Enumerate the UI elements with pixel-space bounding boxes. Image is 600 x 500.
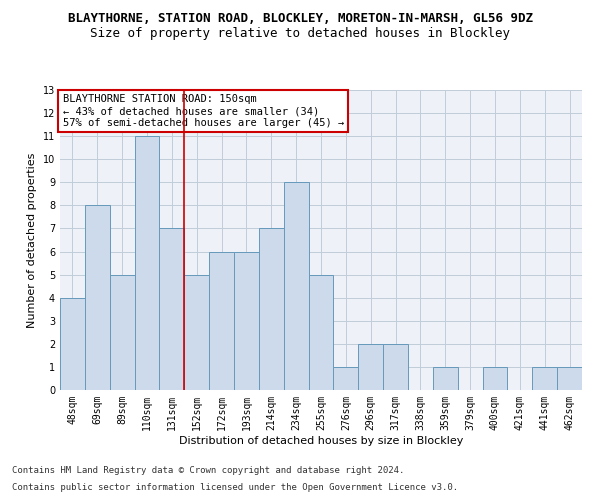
Bar [85,206,110,390]
Bar [160,228,184,390]
Bar [383,344,408,390]
Bar [184,274,209,390]
Bar [433,367,458,390]
Bar [482,367,508,390]
Bar [60,298,85,390]
Text: BLAYTHORNE, STATION ROAD, BLOCKLEY, MORETON-IN-MARSH, GL56 9DZ: BLAYTHORNE, STATION ROAD, BLOCKLEY, MORE… [67,12,533,26]
Bar [284,182,308,390]
Bar [110,274,134,390]
Bar [234,252,259,390]
Bar [532,367,557,390]
X-axis label: Distribution of detached houses by size in Blockley: Distribution of detached houses by size … [179,436,463,446]
Y-axis label: Number of detached properties: Number of detached properties [27,152,37,328]
Bar [308,274,334,390]
Bar [209,252,234,390]
Bar [334,367,358,390]
Text: Size of property relative to detached houses in Blockley: Size of property relative to detached ho… [90,28,510,40]
Bar [358,344,383,390]
Bar [134,136,160,390]
Bar [259,228,284,390]
Bar [557,367,582,390]
Text: BLAYTHORNE STATION ROAD: 150sqm
← 43% of detached houses are smaller (34)
57% of: BLAYTHORNE STATION ROAD: 150sqm ← 43% of… [62,94,344,128]
Text: Contains HM Land Registry data © Crown copyright and database right 2024.: Contains HM Land Registry data © Crown c… [12,466,404,475]
Text: Contains public sector information licensed under the Open Government Licence v3: Contains public sector information licen… [12,484,458,492]
